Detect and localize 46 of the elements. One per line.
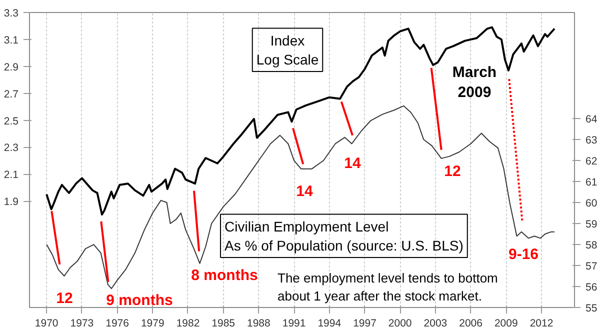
x-tick-label: 1994	[318, 318, 342, 329]
x-tick-label: 1982	[176, 318, 200, 329]
x-tick-label: 1973	[70, 318, 94, 329]
y-tick-label: 2.1	[4, 169, 19, 182]
y2-tick-label: 64	[586, 114, 598, 126]
line-series	[46, 105, 555, 290]
annotation: 14	[296, 183, 314, 200]
annotation: 9 months	[106, 292, 173, 309]
y2-tick-label: 63	[586, 134, 598, 147]
text: Index Log Scale	[256, 32, 319, 68]
y-tick-label: 3.1	[4, 34, 19, 46]
x-tick-label: 1979	[140, 318, 164, 329]
x-tick-label: 1976	[106, 318, 130, 329]
x-tick-label: 2012	[530, 318, 554, 329]
annotation: 8 months	[191, 267, 258, 284]
y2-tick-label: 58	[586, 240, 598, 252]
y2-tick-label: 56	[586, 282, 598, 294]
x-tick-label: 1997	[353, 318, 377, 329]
x-tick-label: 1985	[212, 318, 236, 329]
y2-tick-label: 60	[586, 198, 598, 210]
x-tick-label: 1991	[282, 318, 306, 329]
y-tick-label: 3.3	[4, 8, 19, 20]
annotation: 12	[56, 290, 73, 307]
y-tick-label: 2.9	[4, 61, 19, 74]
y2-tick-label: 55	[586, 302, 598, 314]
y2-tick-label: 57	[586, 260, 598, 273]
line-series	[46, 26, 556, 216]
annotation: March 2009	[452, 64, 497, 102]
x-tick-label: 2006	[459, 318, 483, 329]
x-tick-label: 2003	[424, 318, 448, 329]
series-label: Civilian Employment Level As % of Population (source: U.S. BLS)	[224, 218, 464, 254]
annotation: 12	[444, 163, 461, 180]
y-tick-label: 1.9	[4, 196, 19, 208]
y2-tick-label: 61	[586, 176, 598, 189]
x-tick-label: 2000	[388, 318, 412, 329]
y-tick-label: 2.3	[4, 142, 19, 154]
x-tick-label: 2009	[494, 318, 518, 329]
y-tick-label: 2.7	[4, 88, 19, 100]
y2-tick-label: 59	[586, 218, 598, 231]
y2-tick-label: 62	[586, 156, 598, 168]
annotation: 9-16	[508, 246, 539, 263]
x-tick-label: 1970	[34, 318, 58, 329]
annotation: 14	[344, 155, 362, 172]
annotation: The employment level tends to bottom about 1 year after the stock market.	[278, 270, 498, 304]
x-tick-label: 1988	[247, 318, 271, 329]
y-tick-label: 2.5	[4, 115, 19, 128]
